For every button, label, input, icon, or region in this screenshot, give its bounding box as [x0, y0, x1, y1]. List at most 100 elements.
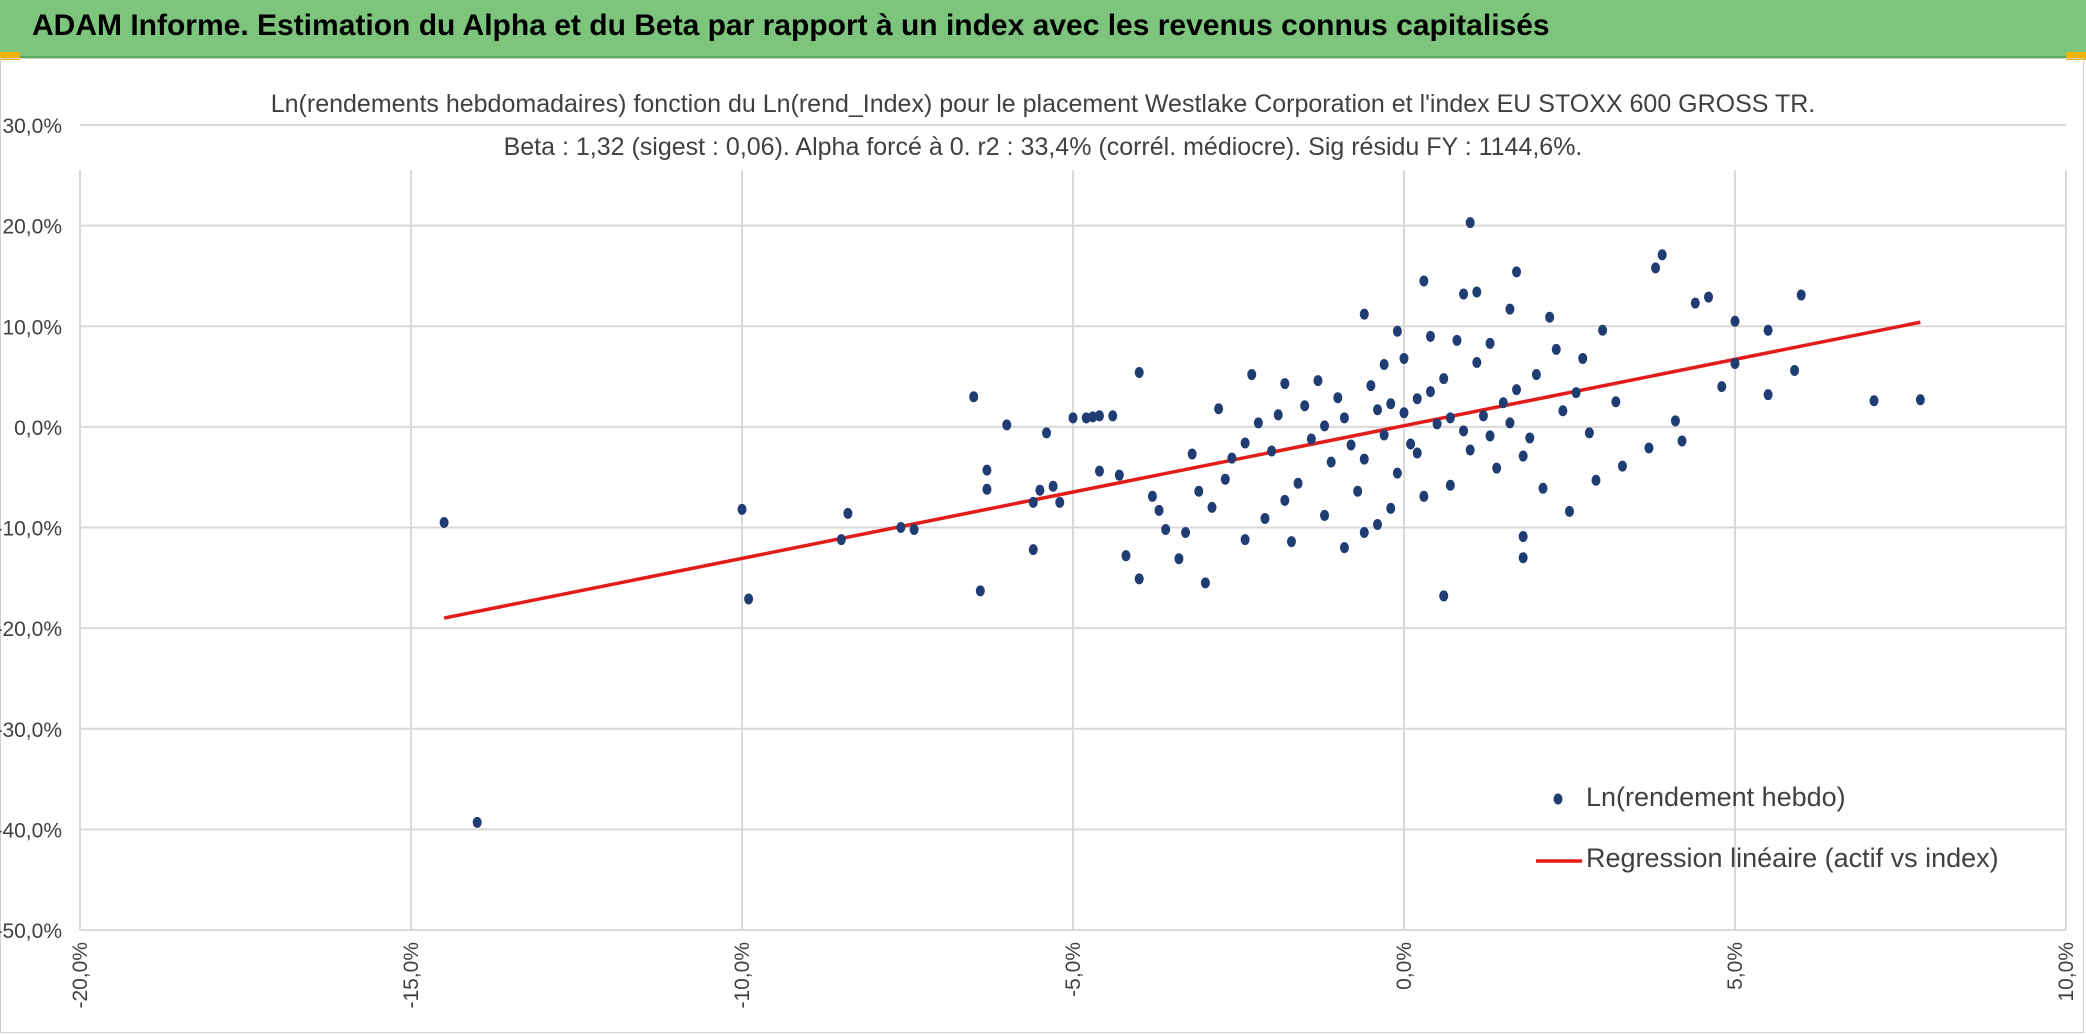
data-point — [1273, 409, 1283, 421]
data-point — [1452, 334, 1462, 346]
x-tick-label: 0,0% — [1393, 942, 1416, 990]
data-point — [1373, 404, 1383, 416]
data-point — [1114, 469, 1124, 481]
data-point — [1439, 373, 1449, 385]
data-point — [1240, 534, 1250, 546]
data-point — [1796, 289, 1806, 301]
y-tick-label: 0,0% — [14, 417, 62, 440]
corner-marker-left — [0, 52, 20, 60]
data-point — [1730, 315, 1740, 327]
data-point — [1253, 417, 1263, 429]
data-point — [1425, 386, 1435, 398]
x-tick-label: 10,0% — [2055, 942, 2078, 1002]
data-point — [969, 391, 979, 403]
legend-item-scatter: Ln(rendement hebdo) — [1586, 782, 1846, 813]
data-point — [1730, 357, 1740, 369]
data-point — [1432, 418, 1442, 430]
data-point — [1094, 465, 1104, 477]
data-point — [1611, 396, 1621, 408]
data-point — [1154, 504, 1164, 516]
data-point — [1485, 430, 1495, 442]
data-point — [909, 524, 919, 536]
data-point — [1657, 249, 1667, 261]
y-tick-label: 10,0% — [2, 316, 62, 339]
data-point — [1478, 410, 1488, 422]
data-point — [1525, 432, 1535, 444]
chart-subtitle-text: Beta : 1,32 (sigest : 0,06). Alpha forcé… — [493, 133, 1593, 161]
data-point — [1108, 410, 1118, 422]
data-point — [1260, 512, 1270, 524]
data-point — [1459, 425, 1469, 437]
data-point — [1518, 531, 1528, 543]
regression-layer — [443, 320, 1921, 620]
data-point — [1558, 405, 1568, 417]
data-point — [1412, 393, 1422, 405]
data-point — [1399, 352, 1409, 364]
corner-marker-right — [2066, 52, 2086, 60]
data-point — [1240, 437, 1250, 449]
data-point — [1379, 429, 1389, 441]
data-point — [1512, 266, 1522, 278]
y-tick-label: 20,0% — [2, 216, 62, 239]
data-point — [1055, 496, 1065, 508]
data-point — [1359, 527, 1369, 539]
legend-item-regression: Regression linéaire (actif vs index) — [1586, 843, 1999, 874]
data-point — [1333, 392, 1343, 404]
data-point — [1406, 438, 1416, 450]
data-point — [1565, 505, 1574, 517]
data-point — [1187, 448, 1197, 460]
data-point — [1704, 291, 1714, 303]
data-point — [1445, 412, 1455, 424]
data-point — [1042, 427, 1052, 439]
data-point — [439, 516, 449, 528]
data-point — [1545, 311, 1555, 323]
data-point — [1386, 502, 1396, 514]
data-point — [1763, 324, 1773, 336]
data-point — [1200, 577, 1210, 589]
data-point — [1472, 356, 1482, 368]
data-point — [1366, 380, 1376, 392]
data-point — [982, 464, 992, 476]
data-points — [439, 217, 1925, 828]
chart-title-text: Ln(rendements hebdomadaires) fonction du… — [260, 90, 1826, 118]
data-point — [1300, 400, 1310, 412]
data-point — [1227, 452, 1237, 464]
data-point — [1518, 552, 1528, 564]
data-point — [1220, 473, 1230, 485]
data-point — [1121, 550, 1131, 562]
data-point — [1379, 358, 1389, 370]
data-point — [1677, 435, 1687, 447]
data-point — [1035, 484, 1045, 496]
y-tick-label: -50,0% — [0, 920, 62, 943]
data-point — [1498, 397, 1508, 409]
data-point — [1194, 485, 1204, 497]
header-bar: ADAM Informe. Estimation du Alpha et du … — [0, 0, 2086, 58]
data-point — [1339, 412, 1349, 424]
data-point — [1392, 325, 1402, 337]
data-point — [1425, 330, 1435, 342]
data-point — [1419, 275, 1429, 287]
data-point — [1598, 324, 1608, 336]
data-point — [1081, 412, 1091, 424]
x-tick-label: -20,0% — [69, 942, 92, 1009]
regression-line — [443, 320, 1921, 620]
data-point — [1353, 485, 1363, 497]
data-point — [1763, 389, 1773, 401]
data-point — [1359, 453, 1369, 465]
data-point — [1320, 509, 1330, 521]
data-point — [1505, 417, 1515, 429]
data-point — [1465, 444, 1475, 456]
legend-marker-scatter — [1553, 793, 1563, 805]
data-point — [1320, 420, 1330, 432]
chart-title: Ln(rendements hebdomadaires) fonction du… — [0, 90, 2086, 119]
data-point — [1591, 474, 1601, 486]
data-point — [1512, 384, 1522, 396]
data-point — [1326, 456, 1336, 468]
data-point — [1286, 536, 1296, 548]
data-point — [982, 483, 992, 495]
data-point — [1088, 411, 1098, 423]
x-tick-label: -10,0% — [731, 942, 754, 1009]
data-point — [975, 585, 985, 597]
data-point — [1399, 407, 1409, 419]
